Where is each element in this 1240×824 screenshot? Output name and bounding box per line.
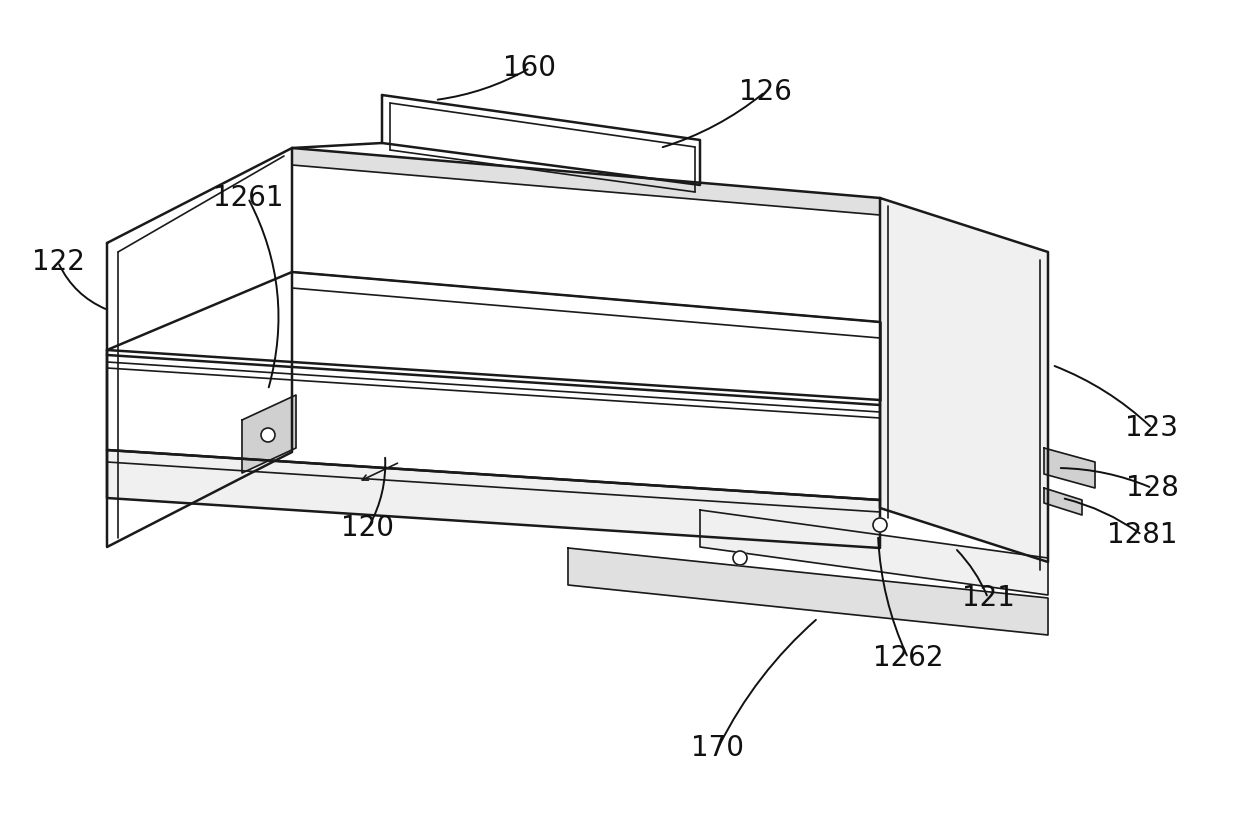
Polygon shape	[291, 148, 880, 322]
Text: 170: 170	[692, 734, 744, 762]
Text: 1281: 1281	[1107, 521, 1177, 549]
Circle shape	[260, 428, 275, 442]
Polygon shape	[880, 198, 1048, 562]
Text: 121: 121	[961, 584, 1014, 612]
Text: 122: 122	[31, 248, 84, 276]
Polygon shape	[242, 395, 296, 473]
Text: 123: 123	[1126, 414, 1178, 442]
Polygon shape	[107, 148, 291, 547]
Polygon shape	[1044, 448, 1095, 488]
Text: 120: 120	[341, 514, 394, 542]
Polygon shape	[382, 95, 701, 185]
Text: 160: 160	[503, 54, 557, 82]
Polygon shape	[701, 510, 1048, 595]
Circle shape	[873, 518, 887, 532]
Text: 1262: 1262	[873, 644, 944, 672]
Polygon shape	[568, 548, 1048, 635]
Polygon shape	[1044, 488, 1083, 515]
Polygon shape	[107, 450, 880, 548]
Text: 128: 128	[1126, 474, 1178, 502]
Polygon shape	[107, 350, 880, 500]
Text: 1261: 1261	[213, 184, 283, 212]
Circle shape	[733, 551, 746, 565]
Text: 126: 126	[739, 78, 791, 106]
Polygon shape	[291, 148, 880, 215]
